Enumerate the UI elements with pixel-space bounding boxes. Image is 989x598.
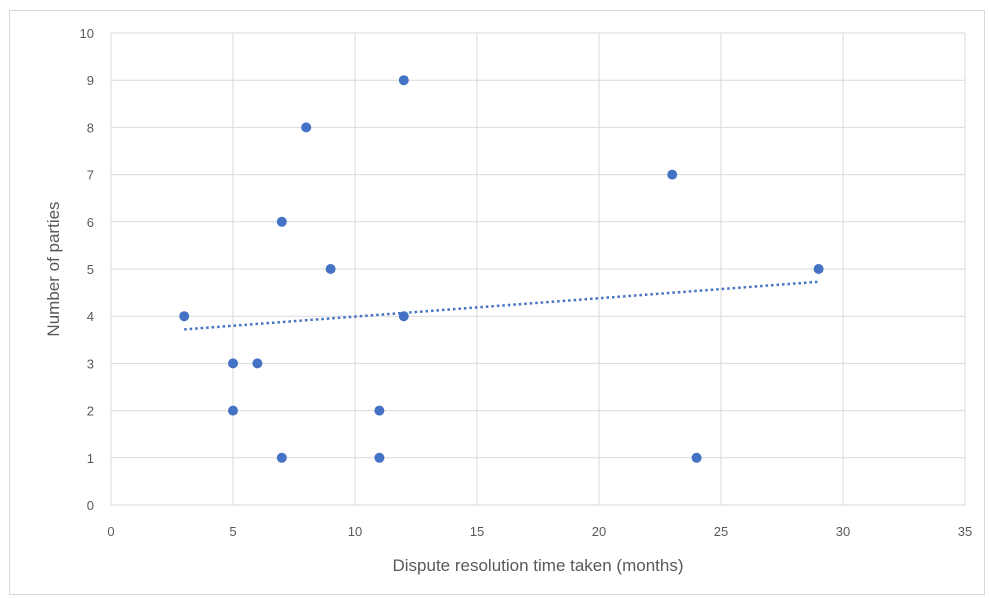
x-tick-label: 15 xyxy=(470,524,484,539)
y-axis-title: Number of parties xyxy=(44,201,63,336)
y-tick-label: 5 xyxy=(87,262,94,277)
x-axis-ticks: 0 5 10 15 20 25 30 35 xyxy=(107,524,972,539)
data-point xyxy=(325,264,336,274)
x-axis-title: Dispute resolution time taken (months) xyxy=(392,556,683,575)
y-tick-label: 9 xyxy=(87,73,94,88)
data-point xyxy=(398,311,409,322)
data-point xyxy=(276,216,287,227)
y-tick-label: 0 xyxy=(87,498,94,513)
gridlines xyxy=(110,32,966,506)
data-points xyxy=(179,75,824,463)
x-tick-label: 35 xyxy=(958,524,972,539)
y-tick-label: 2 xyxy=(87,404,94,419)
data-point xyxy=(691,452,702,463)
data-point xyxy=(667,169,678,180)
data-point xyxy=(374,452,385,463)
x-tick-label: 25 xyxy=(714,524,728,539)
data-point xyxy=(301,122,312,133)
data-point xyxy=(228,358,238,369)
data-point xyxy=(398,75,409,86)
x-tick-label: 5 xyxy=(229,524,236,539)
data-point xyxy=(228,405,238,416)
data-point xyxy=(179,311,190,322)
y-tick-label: 7 xyxy=(87,168,94,183)
data-point xyxy=(252,358,263,369)
x-tick-label: 0 xyxy=(107,524,114,539)
y-tick-label: 8 xyxy=(87,120,94,135)
data-point xyxy=(374,405,385,416)
y-tick-label: 6 xyxy=(87,215,94,230)
data-point xyxy=(813,264,824,274)
chart-area xyxy=(9,10,985,595)
y-tick-label: 3 xyxy=(87,356,94,371)
y-tick-label: 1 xyxy=(87,451,94,466)
y-axis-ticks: 0 1 2 3 4 5 6 7 8 9 10 xyxy=(80,26,94,513)
x-tick-label: 10 xyxy=(348,524,362,539)
trendline-layer xyxy=(184,280,819,331)
data-point xyxy=(276,452,287,463)
y-tick-label: 10 xyxy=(80,26,94,41)
y-tick-label: 4 xyxy=(87,309,94,324)
x-tick-label: 20 xyxy=(592,524,606,539)
linear-trendline xyxy=(184,280,819,331)
x-tick-label: 30 xyxy=(836,524,850,539)
